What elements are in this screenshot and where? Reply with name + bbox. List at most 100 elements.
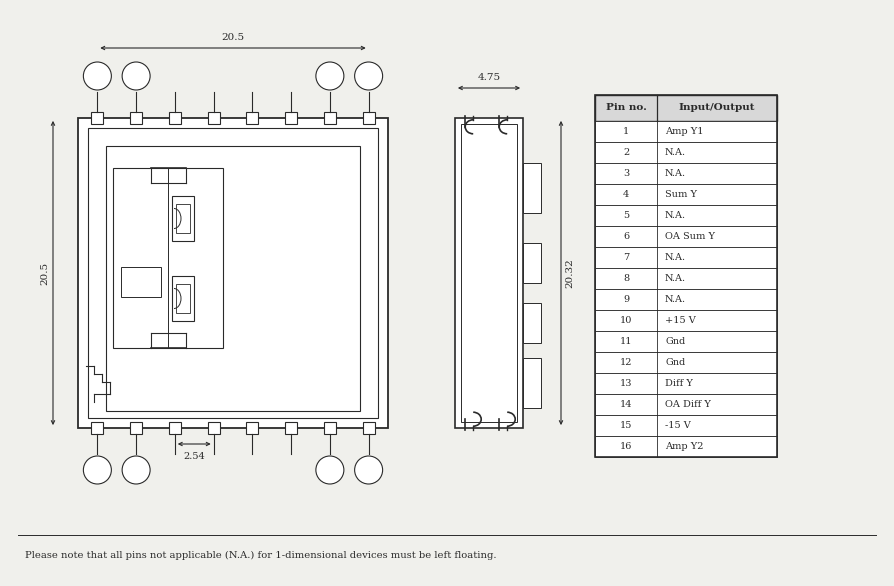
Bar bbox=[207, 112, 220, 124]
Bar bbox=[595, 184, 777, 205]
Text: Input/Output: Input/Output bbox=[679, 104, 755, 113]
Bar bbox=[176, 204, 190, 233]
Bar bbox=[595, 289, 777, 310]
Text: Amp Y1: Amp Y1 bbox=[665, 127, 704, 136]
Text: 13: 13 bbox=[620, 379, 632, 388]
Bar bbox=[169, 112, 181, 124]
Text: Pin no.: Pin no. bbox=[605, 104, 646, 113]
Text: -15 V: -15 V bbox=[665, 421, 691, 430]
Bar bbox=[131, 422, 142, 434]
Bar bbox=[324, 422, 336, 434]
Bar bbox=[363, 422, 375, 434]
Bar bbox=[91, 422, 104, 434]
Bar bbox=[113, 168, 223, 348]
Text: 20.5: 20.5 bbox=[222, 33, 245, 42]
Text: 9: 9 bbox=[623, 295, 629, 304]
Text: 11: 11 bbox=[620, 337, 632, 346]
Bar bbox=[461, 124, 517, 422]
Bar bbox=[247, 112, 258, 124]
Bar bbox=[91, 112, 104, 124]
Text: 4.75: 4.75 bbox=[477, 73, 501, 82]
Text: 7: 7 bbox=[623, 253, 629, 262]
Bar bbox=[121, 267, 161, 297]
Bar bbox=[595, 226, 777, 247]
Text: 10: 10 bbox=[325, 71, 335, 80]
Text: 1: 1 bbox=[623, 127, 629, 136]
Bar bbox=[88, 128, 378, 418]
Text: 2: 2 bbox=[133, 465, 139, 475]
Bar bbox=[595, 415, 777, 436]
Bar bbox=[595, 373, 777, 394]
Bar bbox=[595, 352, 777, 373]
Circle shape bbox=[83, 456, 112, 484]
Text: 10: 10 bbox=[620, 316, 632, 325]
Text: 15: 15 bbox=[620, 421, 632, 430]
Text: N.A.: N.A. bbox=[665, 274, 686, 283]
Bar bbox=[523, 163, 541, 213]
Text: N.A.: N.A. bbox=[665, 211, 686, 220]
Text: 3: 3 bbox=[623, 169, 629, 178]
Circle shape bbox=[122, 62, 150, 90]
Text: +15 V: +15 V bbox=[665, 316, 696, 325]
Bar bbox=[285, 422, 297, 434]
Bar bbox=[595, 247, 777, 268]
Circle shape bbox=[355, 456, 383, 484]
Text: Sum Y: Sum Y bbox=[665, 190, 697, 199]
Text: N.A.: N.A. bbox=[665, 295, 686, 304]
Text: 20.32: 20.32 bbox=[565, 258, 574, 288]
Bar bbox=[247, 422, 258, 434]
Bar bbox=[455, 118, 523, 428]
Text: Please note that all pins not applicable (N.A.) for 1-dimensional devices must b: Please note that all pins not applicable… bbox=[25, 550, 496, 560]
Bar bbox=[363, 112, 375, 124]
Circle shape bbox=[316, 456, 344, 484]
Bar bbox=[595, 331, 777, 352]
Text: 5: 5 bbox=[623, 211, 629, 220]
Text: 16: 16 bbox=[620, 442, 632, 451]
Text: N.A.: N.A. bbox=[665, 253, 686, 262]
Text: Amp Y2: Amp Y2 bbox=[665, 442, 704, 451]
Bar bbox=[595, 394, 777, 415]
Text: 4: 4 bbox=[623, 190, 629, 199]
Bar bbox=[169, 422, 181, 434]
Bar bbox=[523, 303, 541, 343]
Text: 2.54: 2.54 bbox=[183, 452, 205, 461]
Bar bbox=[595, 268, 777, 289]
Text: 16: 16 bbox=[91, 71, 103, 80]
Bar bbox=[78, 118, 388, 428]
Text: N.A.: N.A. bbox=[665, 169, 686, 178]
Circle shape bbox=[122, 456, 150, 484]
Bar bbox=[523, 358, 541, 408]
Text: Gnd: Gnd bbox=[665, 337, 685, 346]
Text: 1: 1 bbox=[95, 465, 100, 475]
Circle shape bbox=[316, 62, 344, 90]
Text: 14: 14 bbox=[620, 400, 632, 409]
Text: N.A.: N.A. bbox=[665, 148, 686, 157]
Bar bbox=[207, 422, 220, 434]
Text: Diff Y: Diff Y bbox=[665, 379, 693, 388]
Bar bbox=[285, 112, 297, 124]
Text: OA Diff Y: OA Diff Y bbox=[665, 400, 711, 409]
Bar bbox=[595, 142, 777, 163]
Bar bbox=[595, 121, 777, 142]
Bar bbox=[324, 112, 336, 124]
Text: 15: 15 bbox=[131, 71, 142, 80]
Text: 2: 2 bbox=[623, 148, 629, 157]
Text: 6: 6 bbox=[623, 232, 629, 241]
Bar bbox=[595, 205, 777, 226]
Text: Gnd: Gnd bbox=[665, 358, 685, 367]
Text: 7: 7 bbox=[327, 465, 333, 475]
Bar bbox=[595, 163, 777, 184]
Text: 8: 8 bbox=[623, 274, 629, 283]
Text: 12: 12 bbox=[620, 358, 632, 367]
Bar bbox=[595, 310, 777, 331]
Bar bbox=[523, 243, 541, 283]
Circle shape bbox=[83, 62, 112, 90]
Text: 8: 8 bbox=[366, 465, 372, 475]
Text: 9: 9 bbox=[366, 71, 372, 80]
Bar bbox=[595, 436, 777, 457]
Text: 20.5: 20.5 bbox=[40, 261, 49, 285]
Bar bbox=[172, 196, 194, 241]
Bar bbox=[595, 95, 777, 457]
Bar bbox=[172, 276, 194, 321]
Circle shape bbox=[355, 62, 383, 90]
